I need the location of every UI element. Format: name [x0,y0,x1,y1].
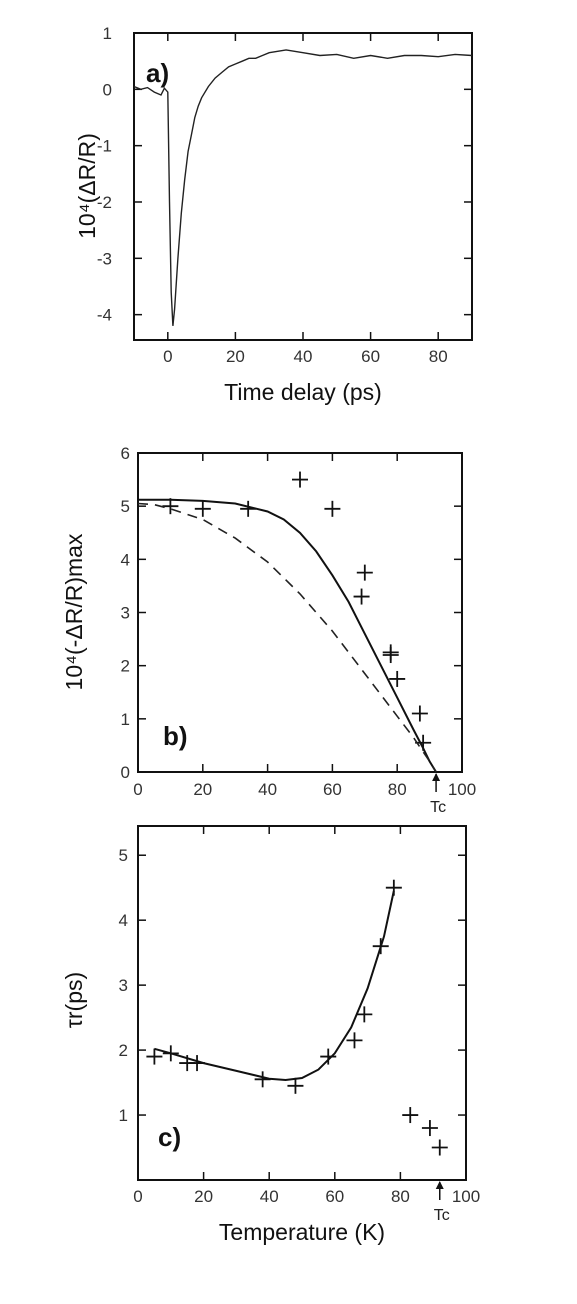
y-tick-label: 5 [119,846,128,865]
x-axis-title: Time delay (ps) [224,379,382,405]
y-tick-label: 3 [119,976,128,995]
x-tick-label: 100 [452,1187,480,1206]
x-tick-label: 60 [361,347,380,366]
x-tick-label: 60 [323,780,342,799]
data-point [411,705,428,722]
y-tick-label: 1 [119,1106,128,1125]
data-point [382,644,399,661]
x-tick-label: 100 [448,780,476,799]
data-point [356,1006,373,1023]
solid-fit-curve [138,498,437,773]
y-tick-label: 3 [121,604,130,623]
tc-label: Tc [430,799,446,816]
panel-b: 0 20 40 60 80 100 0 1 2 3 4 5 6 10⁴(-ΔR/R)max b) Tc [61,444,476,816]
data-point [287,1077,304,1094]
y-tick-label: 1 [103,24,112,43]
y-axis-title: 10⁴(-ΔR/R)max [61,533,87,690]
data-point [146,1048,163,1065]
x-tick-label: 80 [429,347,448,366]
tc-arrow-head [435,1181,444,1189]
y-tick-label: 1 [121,710,130,729]
solid-fit-curve [154,890,395,1082]
x-tick-label: 0 [133,780,142,799]
data-point [292,471,308,488]
data-point [346,1032,363,1049]
y-tick-label: 6 [121,444,130,463]
x-tick-label: 80 [391,1187,410,1206]
y-tick-label: -4 [97,306,112,325]
data-point [320,1048,337,1065]
data-point [431,1139,448,1156]
plot-frame [137,825,467,1181]
y-axis-title: 10⁴(ΔR/R) [74,133,100,239]
data-point [402,1107,419,1124]
data-point [324,500,341,517]
data-point [162,498,179,515]
data-point [356,564,373,581]
y-tick-label: 4 [119,911,128,930]
y-tick-label: -2 [97,193,112,212]
data-point [389,670,406,687]
tc-arrow-head [432,773,441,781]
x-tick-label: 40 [258,780,277,799]
y-tick-label: -3 [97,249,112,268]
panel-label: c) [158,1122,181,1152]
y-tick-label: -1 [97,137,112,156]
y-tick-label: 2 [121,657,130,676]
x-tick-label: 40 [260,1187,279,1206]
plot-frame [133,32,473,341]
panel-label: b) [163,721,188,751]
x-tick-label: 40 [294,347,313,366]
y-tick-label: 0 [121,763,130,782]
x-tick-label: 20 [194,1187,213,1206]
panel-label: a) [146,58,169,88]
tc-label: Tc [434,1207,450,1224]
panel-a: 0 20 40 60 80 1 0 -1 -2 -3 -4 10⁴(ΔR/R) Time delay (… [74,24,473,405]
y-tick-label: 5 [121,497,130,516]
data-point [421,1120,438,1137]
x-tick-label: 20 [226,347,245,366]
dashed-fit-curve [137,502,437,773]
y-axis-title: τr(ps) [61,972,87,1028]
x-tick-label: 0 [133,1187,142,1206]
x-axis-title: Temperature (K) [219,1219,385,1245]
x-tick-label: 60 [325,1187,344,1206]
x-tick-label: 20 [193,780,212,799]
y-tick-label: 2 [119,1041,128,1060]
x-tick-label: 0 [163,347,172,366]
y-tick-label: 0 [103,80,112,99]
x-tick-label: 80 [388,780,407,799]
data-point [194,500,211,517]
y-tick-label: 4 [121,550,130,569]
panel-c: 0 20 40 60 80 100 1 2 3 4 5 τr(ps) Temperature (K) c)… [61,825,480,1245]
data-point [353,588,370,605]
reflectivity-trace [133,49,473,326]
